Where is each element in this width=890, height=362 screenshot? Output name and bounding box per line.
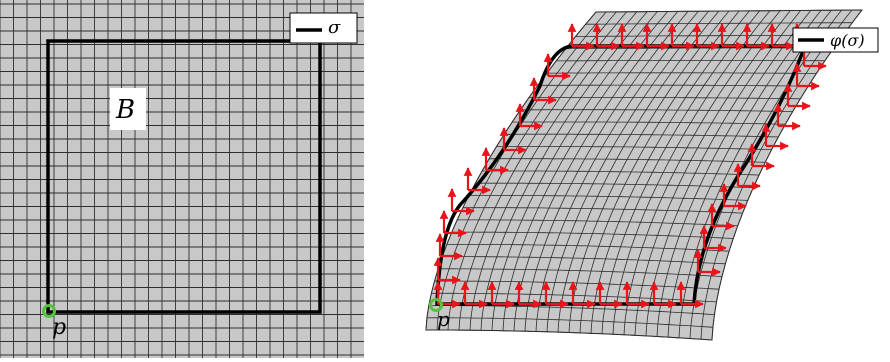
grid-line-v	[442, 256, 726, 265]
legend-phi-sigma: φ(σ)	[792, 27, 879, 53]
grid-line-v	[489, 158, 766, 163]
grid-line-v	[438, 268, 723, 277]
grid-line-v	[468, 195, 748, 201]
grid-line-v	[457, 219, 738, 227]
grid-line-v	[426, 317, 713, 328]
grid-line-v	[462, 207, 743, 214]
left-panel: p B σ	[0, 0, 364, 358]
grid-line-v	[446, 244, 730, 252]
base-point-marker-right	[429, 298, 443, 312]
left-grid	[0, 0, 364, 358]
curve-sigma	[46, 39, 322, 314]
legend-sigma-label: σ	[328, 17, 341, 38]
grid-line-v	[504, 133, 779, 138]
grid-line-v	[482, 170, 760, 176]
region-label-box: B	[110, 88, 146, 130]
left-grid-background	[0, 0, 364, 358]
grid-line-v	[475, 182, 754, 189]
base-point-marker	[42, 304, 56, 318]
legend-sigma: σ	[289, 12, 358, 44]
grid-line-v	[595, 9, 863, 13]
curve-phi-sigma	[435, 44, 808, 306]
region-label: B	[115, 95, 135, 125]
point-label-right: p	[437, 307, 450, 331]
grid-line-v	[537, 84, 809, 87]
legend-phi-sigma-label: φ(σ)	[830, 31, 865, 50]
grid-line-v	[546, 72, 817, 74]
right-panel: p φ(σ)	[425, 9, 879, 341]
point-label: p	[52, 315, 66, 340]
grid-line-v	[512, 121, 786, 125]
grid-line-v	[520, 109, 793, 112]
grid-line-v	[528, 97, 801, 100]
grid-line-v	[428, 305, 715, 315]
grid-line-v	[426, 329, 713, 341]
grid-line-v	[451, 231, 734, 239]
grid-line-v	[496, 146, 772, 150]
